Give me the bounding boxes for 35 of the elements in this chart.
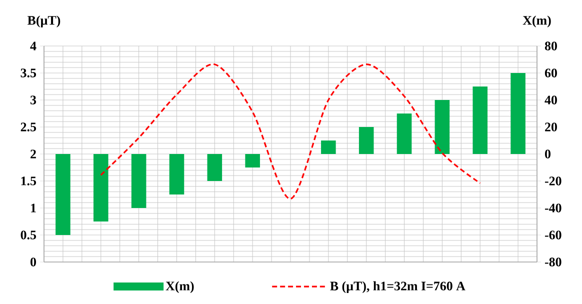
bar xyxy=(93,154,108,222)
bar xyxy=(472,86,488,154)
y-tick-label: 1.5 xyxy=(21,176,36,186)
y2-tick-label: 80 xyxy=(544,42,557,50)
bar xyxy=(56,154,70,235)
y2-axis-title: X(m) xyxy=(522,16,551,28)
legend-label: X(m) xyxy=(166,281,194,294)
y-tick-label: 3 xyxy=(30,96,36,104)
bar xyxy=(169,154,184,194)
y-tick-label: 0 xyxy=(30,258,36,266)
bar xyxy=(245,154,260,168)
y-tick-label: 3.5 xyxy=(20,68,36,78)
y2-tick-label: 20 xyxy=(545,122,557,132)
y2-tick-label: -80 xyxy=(544,258,562,266)
bar xyxy=(434,100,450,154)
y-tick-label: 2.5 xyxy=(20,122,36,132)
y-tick-label: 2 xyxy=(30,150,36,158)
line-series xyxy=(100,64,481,200)
y-tick-label: 1 xyxy=(31,204,36,212)
y2-tick-label: -40 xyxy=(544,204,562,212)
bar xyxy=(358,126,374,154)
y2-tick-label: -60 xyxy=(544,230,562,240)
y-tick-label: 0.5 xyxy=(20,230,36,240)
bar xyxy=(321,140,336,154)
y2-tick-label: -20 xyxy=(544,176,562,186)
legend-label: B (µT), h1=32m I=760 A xyxy=(330,281,466,294)
bar xyxy=(396,113,412,154)
y2-tick-label: 0 xyxy=(545,150,550,158)
bar xyxy=(207,154,222,181)
y2-tick-label: 40 xyxy=(544,96,557,104)
bar xyxy=(510,72,526,154)
y-tick-label: 4 xyxy=(30,42,36,50)
y2-tick-label: 60 xyxy=(544,68,557,78)
bar xyxy=(131,154,146,208)
y-axis-title: B(µT) xyxy=(28,16,60,28)
